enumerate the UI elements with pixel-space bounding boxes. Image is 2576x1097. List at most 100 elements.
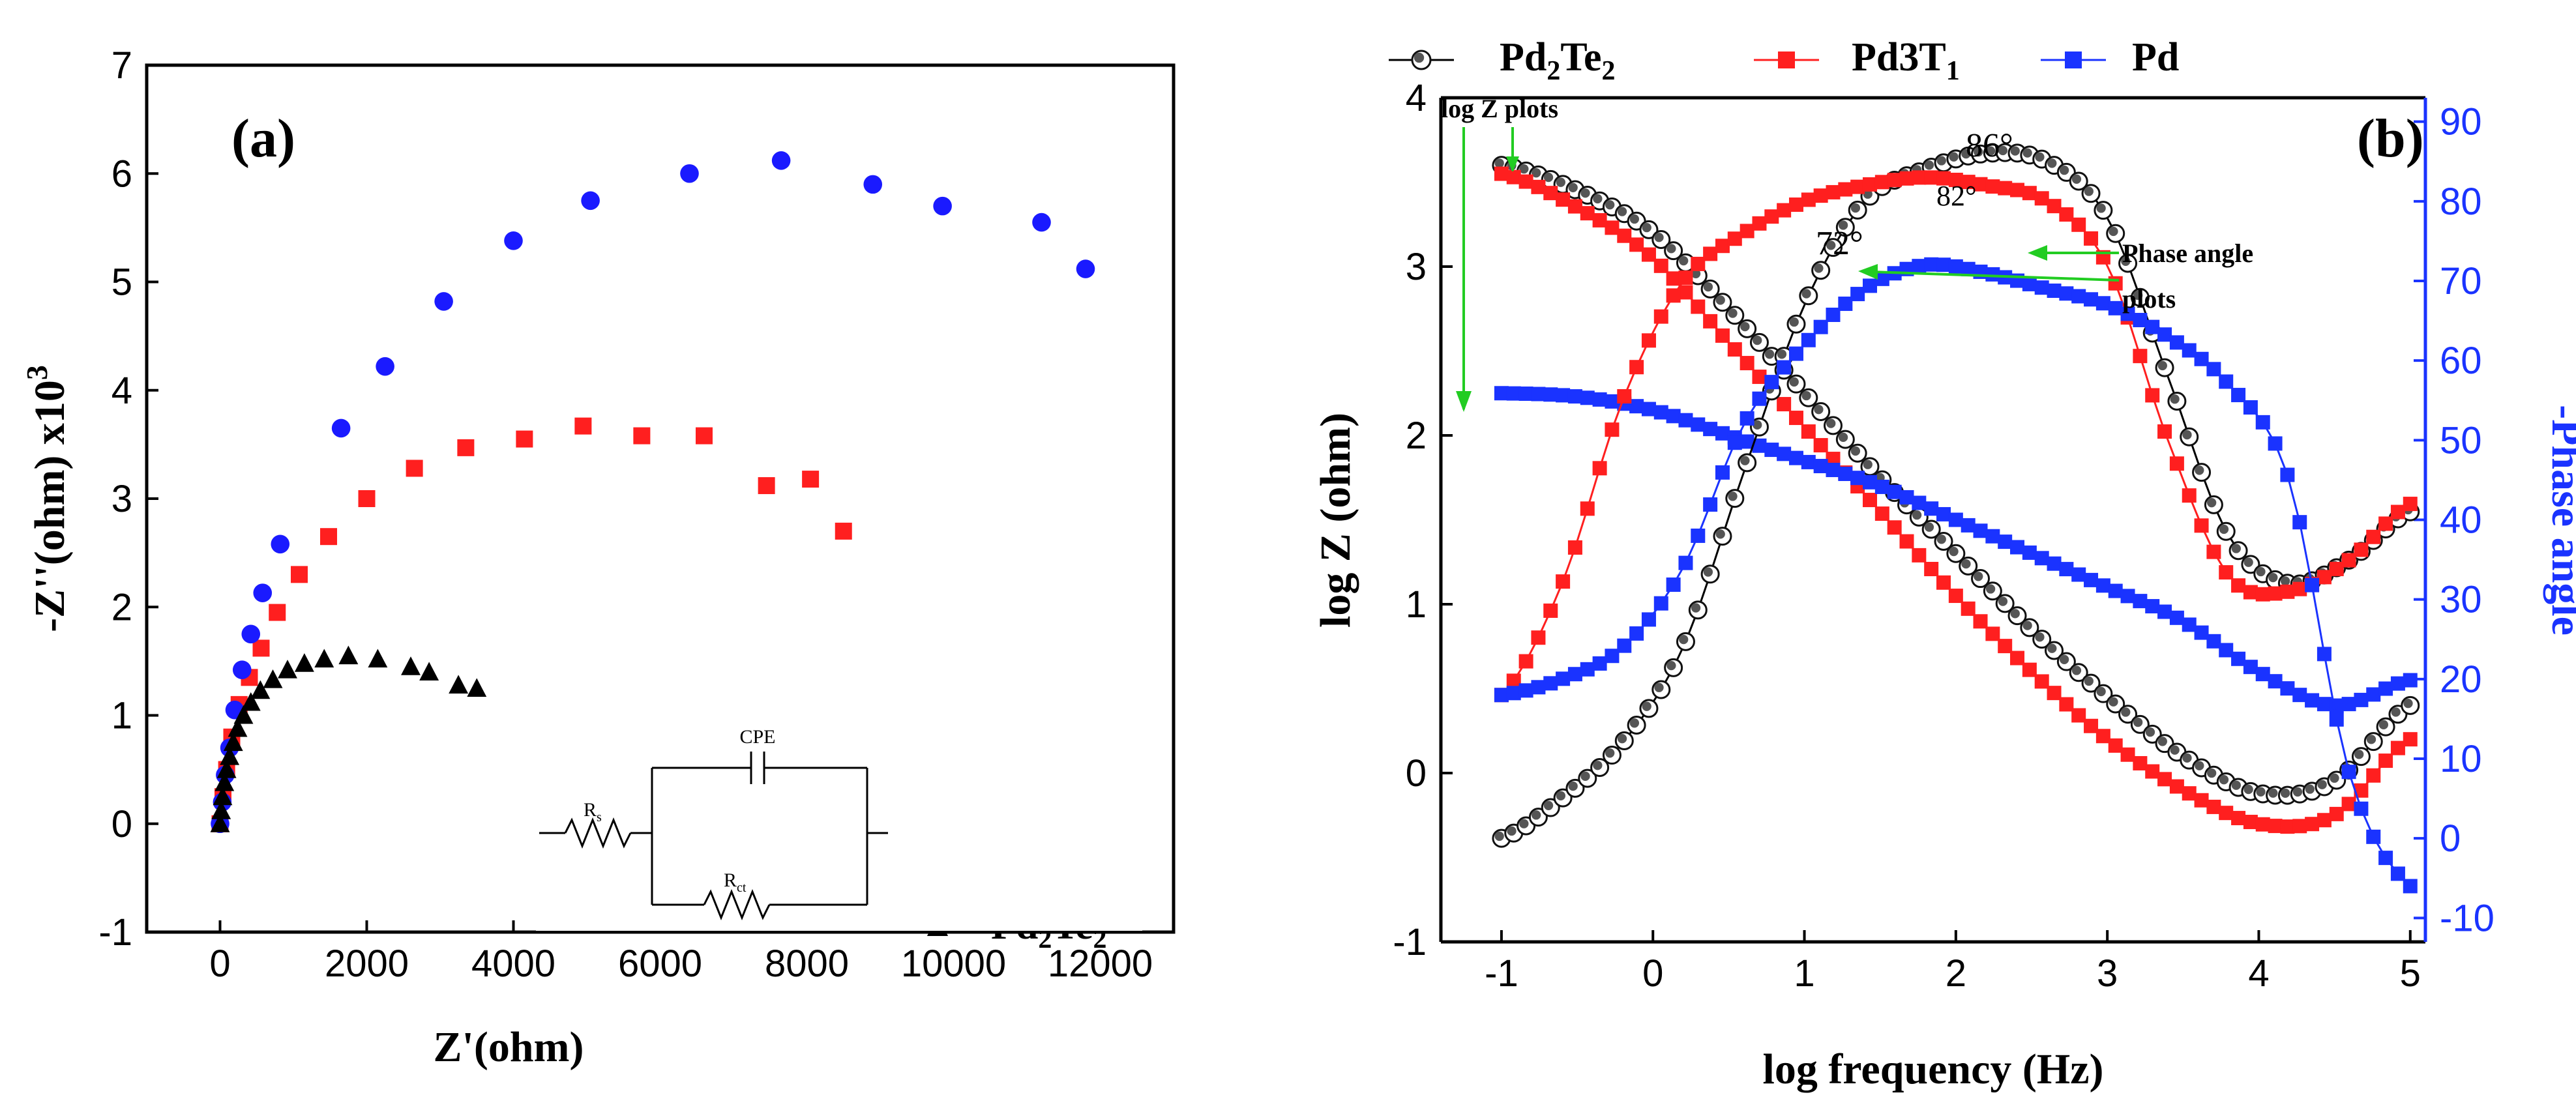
panel-b-point [1961,601,1976,616]
panel-b-point [1777,446,1792,461]
panel-b-point [1985,626,2000,641]
panel-b-point [2341,765,2356,780]
panel-b-y-axis-label: log Z (ohm) [1312,413,1359,628]
panel-b-point [1874,479,1889,494]
panel-b-y-tick-label: 1 [1406,583,1427,626]
circuit-rs-label: Rs [584,799,602,825]
panel-b-point [1752,391,1767,406]
annotation-log-z-plots: log Z plots [1441,94,1558,123]
panel-a-point [215,772,235,791]
panel-b-point [1826,452,1841,467]
panel-b-point [2305,578,2320,592]
panel-b-point [1641,247,1656,262]
panel-a-series-1 [211,151,1095,834]
panel-b-point [1752,216,1767,231]
panel-b-point [1912,495,1927,510]
panel-b-point-shade [2243,557,2253,567]
panel-b-point [1592,461,1607,476]
panel-b-point-shade [1850,203,1861,213]
panel-b-point [1801,332,1816,347]
panel-b-point-shade [1703,282,1713,292]
panel-b-point [1973,177,1988,192]
panel-b-point-shade [1949,152,1959,162]
panel-b-point-shade [2391,707,2401,717]
panel-b-point-shade [1998,145,2008,156]
panel-a-point [581,191,600,211]
panel-b-point [1494,386,1509,401]
panel-b-point-shade [2243,784,2253,795]
panel-b-point-shade [1961,149,1971,159]
panel-b-point [2194,518,2209,533]
panel-b-point-shade [2281,788,2290,798]
panel-b-point [2354,542,2369,557]
panel-b-point [1556,192,1571,207]
panel-b-point [2317,813,2332,828]
panel-b-point-shade [1998,596,2008,606]
panel-b-point-shade [1838,432,1848,443]
panel-b-point-shade [2096,686,2106,697]
annotation-72-deg: 72° [1816,225,1863,262]
panel-a-y-axis-label: -Z''(ohm) x103 [20,365,74,632]
panel-b-point [1764,443,1779,458]
panel-b-point [1948,512,1963,527]
panel-b-point [1998,534,2013,549]
panel-b-point [2010,540,2025,555]
panel-b-point-shade [1629,718,1640,728]
panel-a-x-tick-label: 0 [209,943,230,985]
panel-b-point [1850,287,1865,302]
panel-b-point [2403,732,2418,747]
annotation-phase-angle-2: plots [2122,284,2176,314]
panel-b-point [1703,422,1718,437]
panel-a-point [241,624,261,644]
panel-b-point [2133,755,2148,770]
panel-b-point [1580,662,1595,677]
annotation-log-z-arrowhead [1456,391,1472,412]
panel-b-point [2084,292,2099,307]
panel-a-point [241,692,261,711]
panel-b-point [2243,815,2258,830]
panel-b-point [1862,493,1877,508]
panel-b-point [1567,667,1582,682]
panel-b-point-shade [2047,158,2057,168]
panel-b-point [2329,712,2344,727]
panel-b-y2-tick-label: 50 [2440,419,2482,461]
panel-b-point [1567,199,1582,214]
panel-b-point [2354,692,2369,707]
panel-b-point-shade [1753,420,1762,430]
panel-b-point [1936,257,1951,272]
panel-b-point [1912,548,1927,563]
panel-b-point [2034,674,2049,689]
panel-b-point [1924,562,1939,577]
panel-b-point [1788,450,1803,465]
panel-b-point [2084,572,2099,587]
panel-b-point [2071,567,2086,582]
panel-a-y-tick-label: -1 [98,911,132,954]
panel-b-point [1985,179,2000,194]
panel-b-y2-tick-label: 80 [2440,181,2482,223]
panel-b-point-shade [1949,546,1959,557]
panel-b-point [2243,660,2258,675]
panel-a-point [314,649,334,668]
panel-b-point [2354,783,2369,798]
panel-a-point [449,675,469,694]
panel-b-legend-label-part: 1 [1946,56,1960,86]
panel-b-point [1543,186,1558,201]
panel-b-point [2182,617,2197,632]
panel-b-point [2390,505,2405,519]
panel-b-point-shade [2084,676,2094,686]
panel-b-legend-marker-shade [1414,52,1425,63]
panel-b-point-shade [2268,572,2278,583]
panel-b-point-shade [1814,263,1824,273]
panel-b-point [1715,239,1730,254]
panel-b-point [2047,284,2062,299]
panel-b-point [1605,649,1620,664]
panel-b-point-shade [2121,256,2131,266]
panel-b-y2-tick-label: 10 [2440,738,2482,780]
panel-a-series-2 [210,645,487,832]
panel-b-x-tick-label: 2 [1946,952,1966,995]
panel-a-point [271,534,290,554]
panel-b-point [1629,399,1644,414]
panel-b-point [1703,246,1718,261]
panel-b-point [2145,319,2160,334]
